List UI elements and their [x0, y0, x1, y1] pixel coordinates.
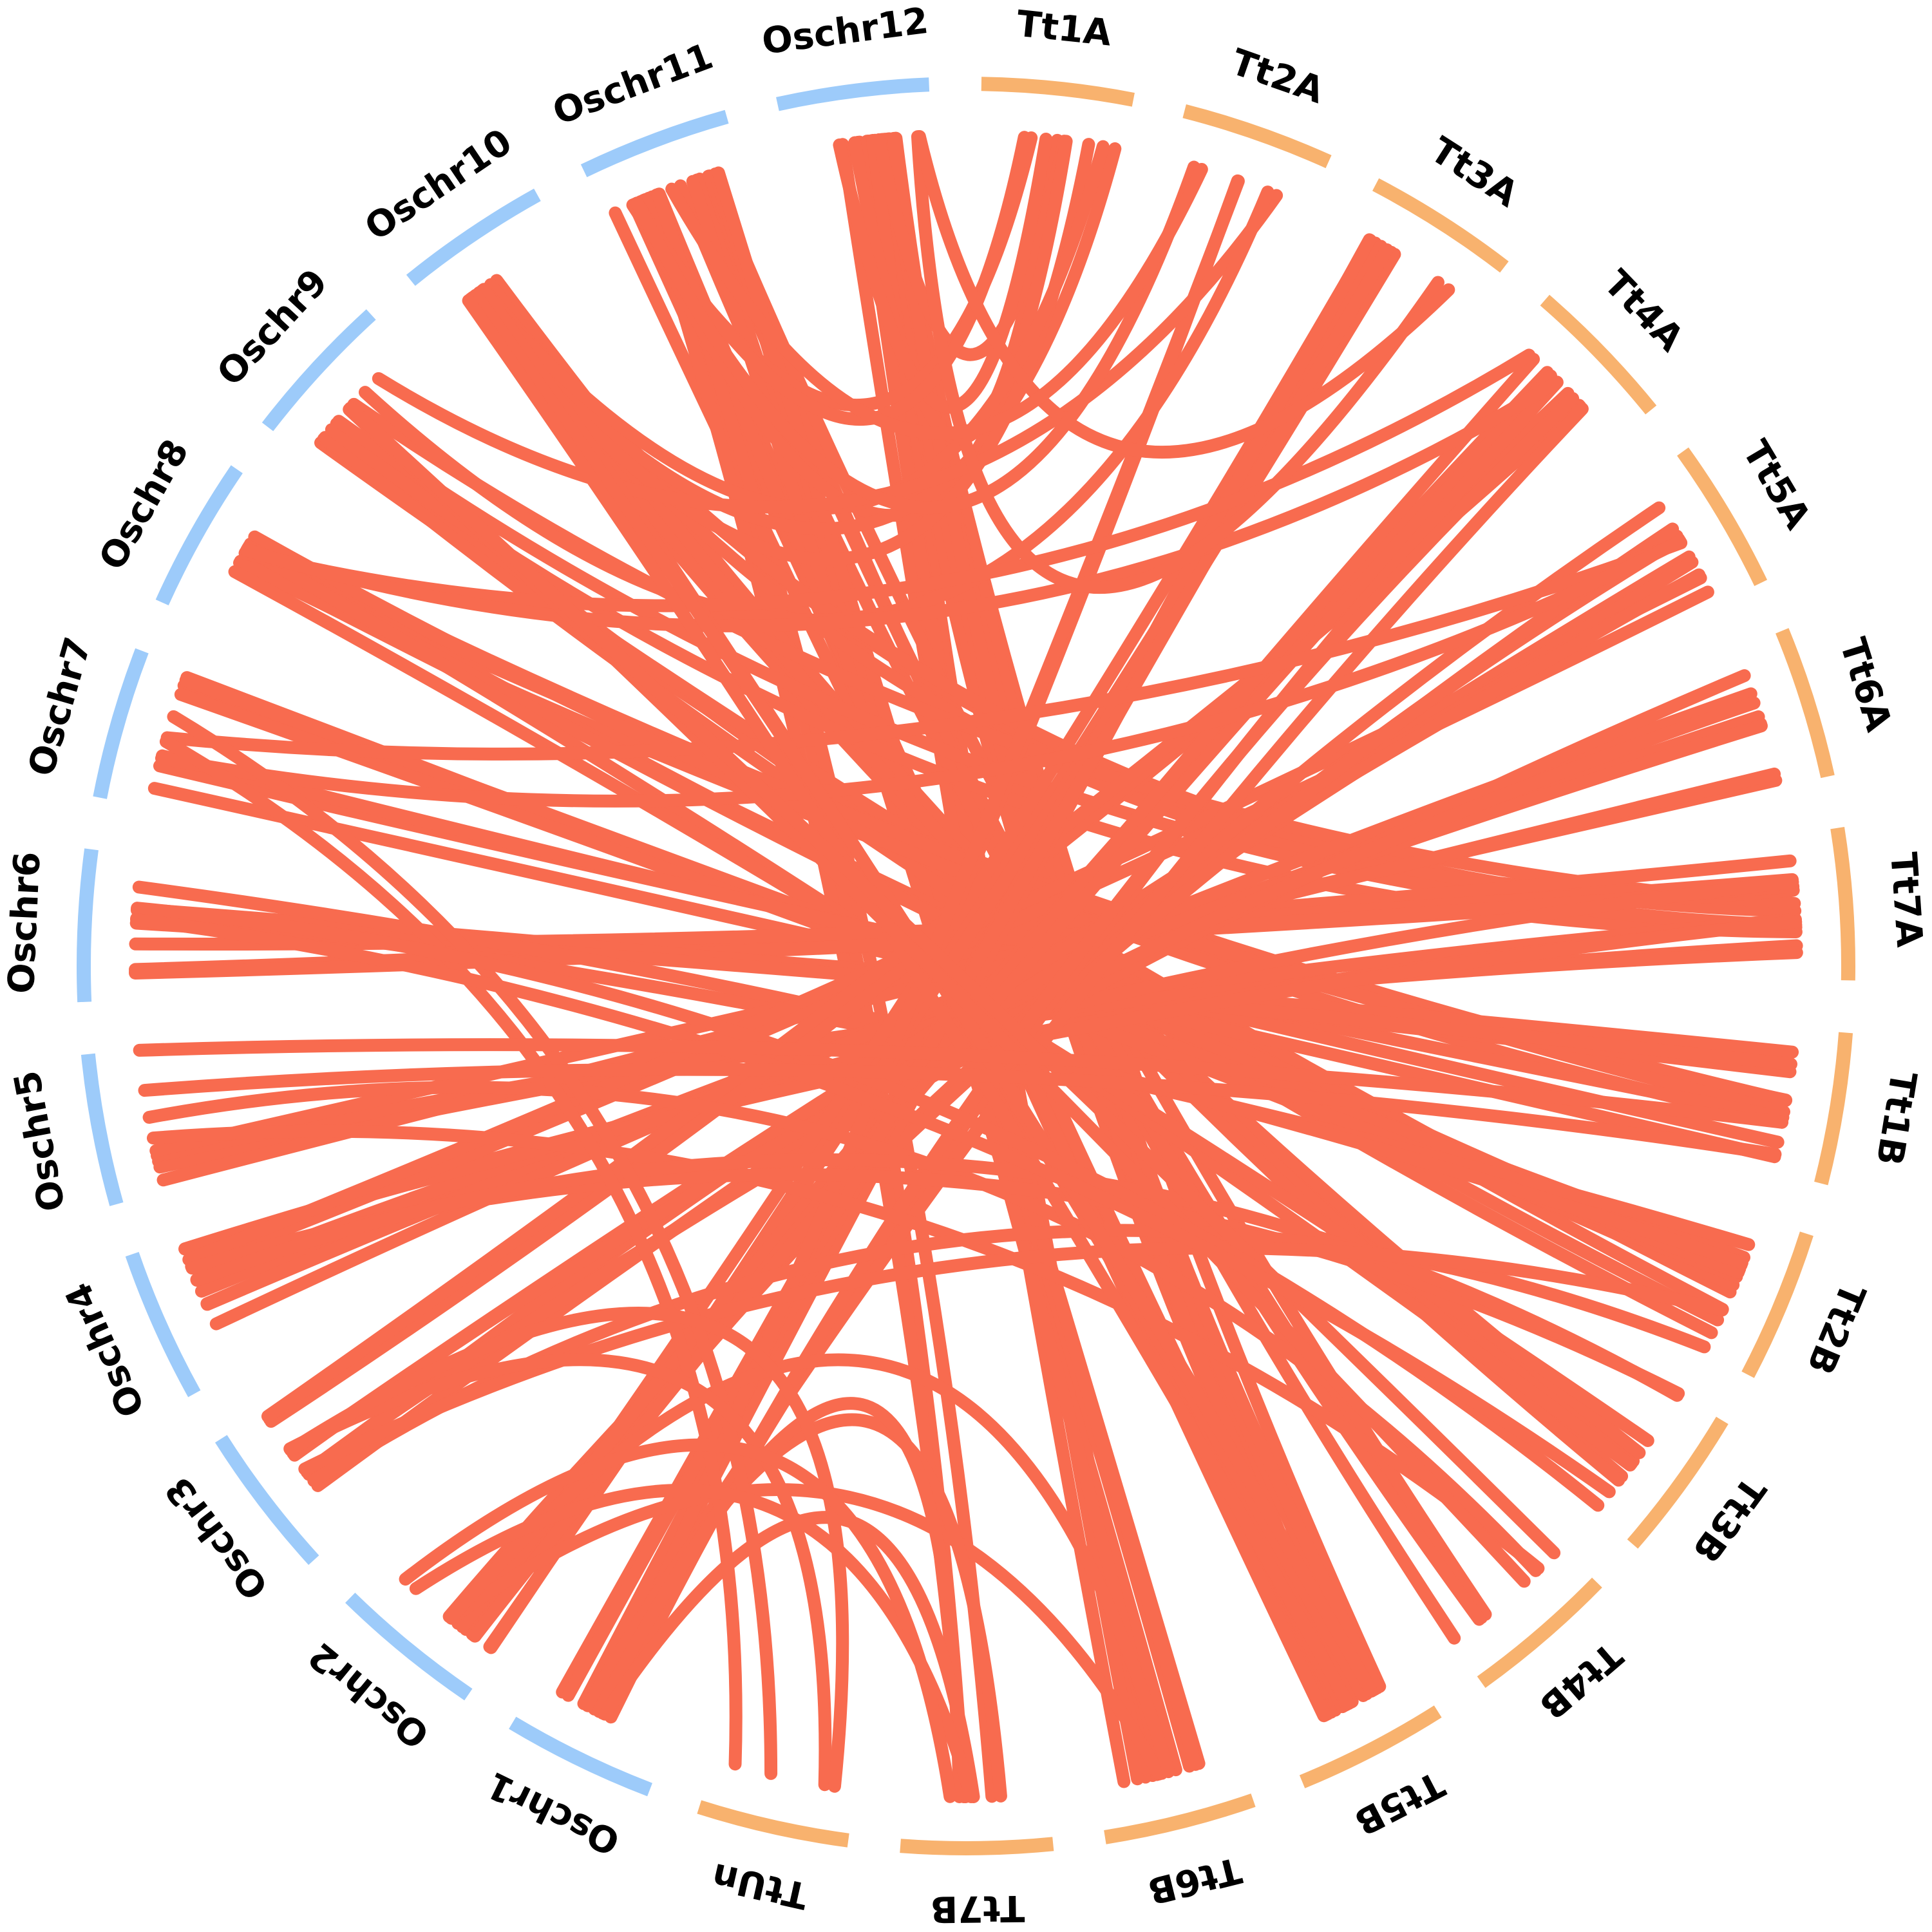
segment-Oschr5: [80, 1053, 124, 1206]
link-Oschr4-Tt3B: [190, 1153, 1684, 1402]
link-Oschr1-Tt7B: [592, 1397, 966, 1803]
link-Oschr1-Tt3A: [562, 243, 1394, 1702]
link-TtUn-Oschr3: [283, 1353, 832, 1792]
segment-label-Tt3A: Tt3A: [1423, 129, 1526, 216]
segment-label-Oschr6: Oschr6: [1, 851, 49, 994]
segment-Oschr3: [214, 1435, 319, 1566]
links-layer: [129, 130, 1803, 1803]
link-Oschr7-Tt5A: [160, 536, 1688, 761]
segment-Tt4B: [1477, 1577, 1602, 1689]
segment-label-Tt2A: Tt2A: [1226, 41, 1329, 112]
link-Oschr7-Tt5A: [155, 535, 1687, 808]
link-Oschr11-Tt2A: [630, 160, 1200, 515]
segment-label-Tt5B: Tt5B: [1348, 1763, 1451, 1843]
segment-label-Tt6A: Tt6A: [1832, 633, 1900, 737]
link-Oschr7-Tt1B: [155, 749, 1785, 1149]
segment-label-Tt4B: Tt4B: [1531, 1634, 1630, 1727]
segment-label-Oschr10: Oschr10: [357, 121, 519, 249]
segment-label-Oschr11: Oschr11: [547, 35, 719, 134]
segment-Tt3A: [1372, 178, 1509, 273]
link-TtUn-Oschr7: [167, 710, 778, 1780]
segment-label-TtUn: TtUn: [708, 1855, 812, 1917]
link-Oschr8-Tt4A: [240, 375, 1564, 632]
segment-Tt3B: [1627, 1416, 1728, 1549]
segment-label-Oschr4: Oschr4: [57, 1276, 153, 1423]
link-Oschr11-Tt2A: [665, 162, 1208, 440]
segment-Oschr7: [93, 648, 149, 799]
link-Oschr3-Tt2B: [298, 1241, 1729, 1475]
segment-Tt6B: [1104, 1793, 1256, 1844]
segment-Tt5A: [1677, 447, 1768, 586]
segment-label-Tt1A: Tt1A: [1014, 3, 1113, 55]
link-Oschr2-Tt6B: [445, 1483, 1166, 1781]
segment-Oschr11: [580, 109, 729, 178]
link-Oschr10-Tt1A: [466, 142, 1122, 536]
segment-label-Tt7B: Tt7B: [930, 1887, 1025, 1930]
segment-Tt4A: [1540, 294, 1657, 415]
segment-TtUn: [697, 1800, 849, 1848]
link-Oschr12-Tt3A: [913, 130, 1455, 459]
link-Oschr6-Tt3B: [130, 913, 1616, 1499]
segment-label-Tt4A: Tt4A: [1596, 262, 1692, 360]
link-Oschr12-Tt3A: [911, 130, 1444, 594]
segment-label-Oschr5: Oschr5: [6, 1067, 74, 1215]
segment-Tt7B: [900, 1837, 1054, 1855]
segment-Oschr1: [509, 1716, 652, 1797]
segment-Oschr10: [406, 188, 541, 286]
link-Oschr5-Tt4B: [146, 1124, 1545, 1575]
segment-Tt2A: [1182, 104, 1332, 169]
segment-Tt2B: [1741, 1231, 1814, 1378]
segment-Tt5B: [1299, 1705, 1442, 1788]
segment-Oschr12: [776, 77, 930, 111]
segment-Oschr9: [261, 309, 376, 431]
link-Oschr8-Tt4A: [238, 348, 1536, 612]
segment-Oschr2: [345, 1593, 473, 1701]
link-Oschr5-Tt1B: [133, 1038, 1788, 1129]
link-TtUn-Oschr7: [159, 735, 743, 1771]
link-Oschr5-Tt1B: [138, 1063, 1782, 1161]
segment-Tt1B: [1814, 1032, 1853, 1186]
segment-Oschr6: [77, 848, 99, 1003]
segment-Oschr4: [125, 1251, 201, 1397]
segment-Tt6A: [1776, 628, 1835, 779]
link-Oschr9-Tt4B: [344, 401, 1561, 1560]
segment-label-Tt7A: Tt7A: [1882, 851, 1930, 949]
segments-layer: [77, 77, 1855, 1855]
segment-label-Tt3B: Tt3B: [1684, 1469, 1774, 1570]
segment-Oschr8: [155, 465, 243, 606]
segment-label-Tt5A: Tt5A: [1734, 433, 1819, 536]
segment-label-Oschr12: Oschr12: [760, 0, 931, 63]
segment-label-Tt1B: Tt1B: [1868, 1068, 1924, 1168]
segment-Tt1A: [981, 77, 1135, 107]
link-Oschr10-Tt5B: [462, 294, 1355, 1710]
segment-label-Tt2B: Tt2B: [1798, 1277, 1873, 1380]
segment-label-Tt6B: Tt6B: [1144, 1848, 1245, 1912]
link-Oschr12-Tt1A: [872, 133, 1071, 361]
segment-Tt7A: [1830, 826, 1855, 981]
link-TtUn-Oschr3: [284, 1306, 849, 1793]
link-Oschr2-Tt7B: [399, 1438, 957, 1803]
segment-label-Oschr7: Oschr7: [21, 632, 100, 781]
